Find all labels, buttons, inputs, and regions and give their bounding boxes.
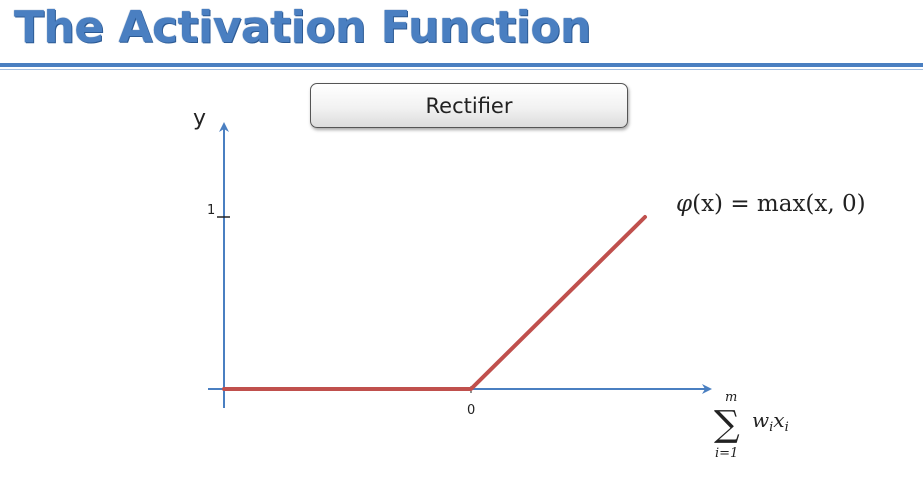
sum-term-w-sub: i (769, 420, 773, 435)
svg-text:φ(x) = max(x, 0): φ(x) = max(x, 0) (676, 191, 866, 217)
sum-symbol: ∑ (714, 404, 740, 445)
sum-lower-limit: i=1 (715, 446, 738, 461)
sum-term-x: x (773, 408, 784, 432)
sum-term-w: w (752, 408, 769, 432)
formula-phi: φ (676, 191, 693, 217)
sum-term-x-sub: i (785, 420, 789, 435)
svg-text:wixi: wixi (752, 408, 789, 435)
slide-title: The Activation Function (14, 2, 591, 53)
title-divider (0, 63, 923, 67)
sum-upper-limit: m (725, 390, 737, 405)
formula-rhs: max(x, 0) (757, 191, 866, 217)
function-name-label: Rectifier (425, 93, 513, 118)
x-axis-label: m ∑ i=1 wixi (714, 390, 789, 461)
rectifier-curve (222, 215, 647, 391)
x-tick-label: 0 (467, 403, 475, 418)
title-divider-thin (0, 69, 923, 70)
rectifier-formula: φ(x) = max(x, 0) (676, 191, 866, 217)
y-tick-label: 1 (207, 203, 215, 218)
formula-lhs: (x) = (692, 191, 757, 217)
function-name-box: Rectifier (310, 83, 628, 128)
y-axis-label: y (193, 106, 206, 131)
